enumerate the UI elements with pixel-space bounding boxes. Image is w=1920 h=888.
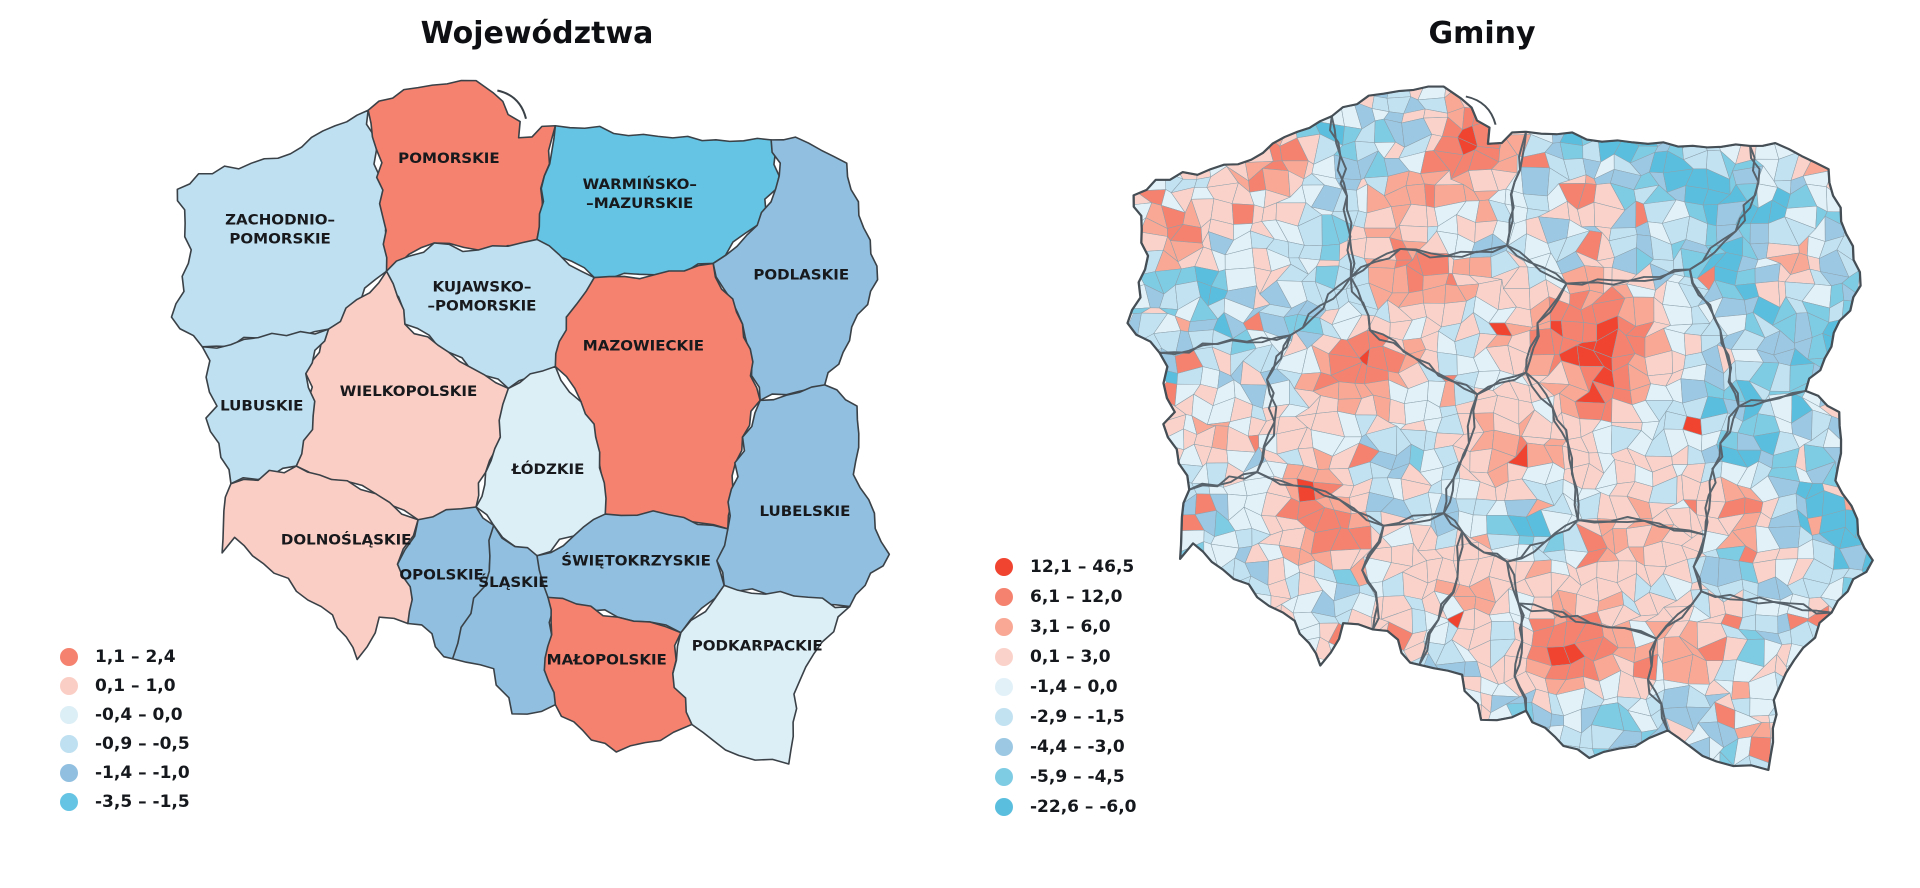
region-label-lodzkie: ŁÓDZKIE xyxy=(511,460,585,478)
gminy-legend-label: -1,4 – 0,0 xyxy=(1030,677,1118,697)
voivodeship-legend-swatch xyxy=(60,706,78,724)
gminy-legend-item: 0,1 – 3,0 xyxy=(995,647,1137,667)
gminy-legend-label: -4,4 – -3,0 xyxy=(1030,737,1125,757)
region-label-pomorskie: POMORSKIE xyxy=(398,150,499,167)
right-map-title: Gminy xyxy=(1428,16,1536,51)
gminy-legend-label: -22,6 – -6,0 xyxy=(1030,797,1137,817)
voivodeship-legend-label: -1,4 – -1,0 xyxy=(95,763,190,783)
region-label-wielkopolskie: WIELKOPOLSKIE xyxy=(340,383,478,400)
gminy-legend-swatch xyxy=(995,738,1013,756)
voivodeship-legend-item: -3,5 – -1,5 xyxy=(60,792,190,812)
voivodeship-legend-swatch xyxy=(60,793,78,811)
region-label-opolskie: OPOLSKIE xyxy=(399,567,484,584)
gminy-legend-label: 3,1 – 6,0 xyxy=(1030,617,1111,637)
voivodeship-legend-label: -3,5 – -1,5 xyxy=(95,792,190,812)
voivodeship-legend-label: 0,1 – 1,0 xyxy=(95,676,176,696)
gminy-legend-label: 0,1 – 3,0 xyxy=(1030,647,1111,667)
voivodeship-legend-swatch xyxy=(60,764,78,782)
voivodeship-legend-label: -0,4 – 0,0 xyxy=(95,705,183,725)
region-label-zachodniopomorskie: ZACHODNIO– POMORSKIE xyxy=(225,212,335,248)
gminy-legend-label: -5,9 – -4,5 xyxy=(1030,767,1125,787)
region-lubelskie xyxy=(716,384,891,608)
hel-peninsula-line xyxy=(1465,95,1497,125)
region-label-warminsko: WARMIŃSKO– –MAZURSKIE xyxy=(583,175,697,212)
gminy-legend-item: -2,9 – -1,5 xyxy=(995,707,1137,727)
region-label-malopolskie: MAŁOPOLSKIE xyxy=(547,652,667,669)
region-dolnoslaskie xyxy=(221,465,419,661)
gminy-legend: 12,1 – 46,5 6,1 – 12,0 3,1 – 6,0 0,1 – 3,0 -… xyxy=(995,557,1137,828)
voivodeship-legend-item: -0,9 – -0,5 xyxy=(60,734,190,754)
region-podkarpackie xyxy=(671,584,851,765)
voivodeship-legend-swatch xyxy=(60,648,78,666)
region-lubuskie xyxy=(201,328,330,485)
hel-peninsula-line xyxy=(497,89,527,119)
gminy-legend-swatch xyxy=(995,588,1013,606)
gminy-legend-item: -5,9 – -4,5 xyxy=(995,767,1137,787)
region-label-podlaskie: PODLASKIE xyxy=(753,267,849,284)
voivodeship-legend-item: -0,4 – 0,0 xyxy=(60,705,190,725)
region-label-kujawsko: KUJAWSKO– –POMORSKIE xyxy=(427,279,536,315)
voivodeship-legend-swatch xyxy=(60,735,78,753)
region-label-dolnoslaskie: DOLNOŚLĄSKIE xyxy=(281,531,412,549)
poland-outline xyxy=(1126,85,1874,772)
gminy-legend-swatch xyxy=(995,768,1013,786)
gminy-legend-swatch xyxy=(995,618,1013,636)
gminy-map xyxy=(1126,85,1874,772)
region-label-lubelskie: LUBELSKIE xyxy=(759,503,850,520)
region-swietokrzyskie xyxy=(536,510,729,634)
left-map-title: Województwa xyxy=(420,16,654,51)
gminy-legend-item: -1,4 – 0,0 xyxy=(995,677,1137,697)
gminy-legend-item: 12,1 – 46,5 xyxy=(995,557,1137,577)
region-malopolskie xyxy=(543,596,693,753)
gminy-legend-item: -22,6 – -6,0 xyxy=(995,797,1137,817)
gminy-legend-swatch xyxy=(995,678,1013,696)
region-label-mazowieckie: MAZOWIECKIE xyxy=(583,338,704,355)
voivodeship-legend-item: 1,1 – 2,4 xyxy=(60,647,190,667)
voivodeship-legend-item: -1,4 – -1,0 xyxy=(60,763,190,783)
voivodeship-legend-item: 0,1 – 1,0 xyxy=(60,676,190,696)
gminy-legend-item: -4,4 – -3,0 xyxy=(995,737,1137,757)
voivodeships-legend: 1,1 – 2,4 0,1 – 1,0 -0,4 – 0,0 -0,9 – -0,5 -… xyxy=(60,647,190,822)
gminy-legend-label: 6,1 – 12,0 xyxy=(1030,587,1123,607)
region-label-slaskie: ŚLĄSKIE xyxy=(478,573,548,591)
gminy-legend-swatch xyxy=(995,798,1013,816)
gminy-legend-swatch xyxy=(995,558,1013,576)
voivodeship-legend-label: -0,9 – -0,5 xyxy=(95,734,190,754)
region-label-podkarpackie: PODKARPACKIE xyxy=(692,638,823,655)
gminy-legend-swatch xyxy=(995,648,1013,666)
voivodeship-legend-swatch xyxy=(60,677,78,695)
region-warminsko xyxy=(536,124,781,280)
region-label-swietokrzyskie: ŚWIĘTOKRZYSKIE xyxy=(561,552,711,570)
voivodeships-map: ZACHODNIO– POMORSKIE POMORSKIE WARMIŃSKO– –M… xyxy=(170,79,891,765)
gminy-legend-swatch xyxy=(995,708,1013,726)
gminy-cells xyxy=(1127,86,1873,770)
gminy-legend-label: -2,9 – -1,5 xyxy=(1030,707,1125,727)
gminy-legend-label: 12,1 – 46,5 xyxy=(1030,557,1135,577)
gminy-legend-item: 6,1 – 12,0 xyxy=(995,587,1137,607)
voivodeship-legend-label: 1,1 – 2,4 xyxy=(95,647,176,667)
region-label-lubuskie: LUBUSKIE xyxy=(220,398,303,415)
gminy-legend-item: 3,1 – 6,0 xyxy=(995,617,1137,637)
